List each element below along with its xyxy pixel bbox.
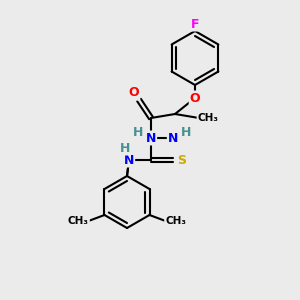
Text: H: H (120, 142, 130, 154)
Text: N: N (168, 131, 178, 145)
Text: S: S (178, 154, 187, 166)
Text: O: O (129, 86, 139, 100)
Text: N: N (124, 154, 134, 166)
Text: N: N (146, 131, 156, 145)
Text: O: O (190, 92, 200, 104)
Text: CH₃: CH₃ (197, 113, 218, 123)
Text: H: H (133, 127, 143, 140)
Text: F: F (191, 17, 199, 31)
Text: CH₃: CH₃ (165, 216, 186, 226)
Text: H: H (181, 127, 191, 140)
Text: CH₃: CH₃ (68, 216, 89, 226)
